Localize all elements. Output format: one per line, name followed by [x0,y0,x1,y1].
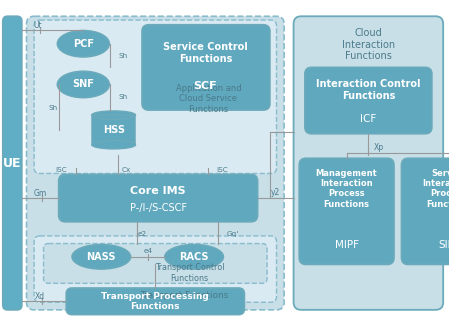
FancyBboxPatch shape [59,174,257,222]
Text: HSS: HSS [103,125,125,135]
FancyBboxPatch shape [66,288,244,315]
Ellipse shape [72,244,131,269]
Text: Interaction Control
Functions: Interaction Control Functions [316,79,420,101]
Text: Transport Functions: Transport Functions [140,291,229,300]
FancyBboxPatch shape [299,158,394,264]
Text: Transport Processing
Functions: Transport Processing Functions [101,292,209,311]
Ellipse shape [57,31,109,57]
Text: e4: e4 [143,248,152,254]
Text: Cloud
Interaction
Functions: Cloud Interaction Functions [342,28,395,61]
Text: y2: y2 [271,188,280,197]
Text: SIPF: SIPF [438,240,460,251]
Text: NASS: NASS [87,252,116,262]
Text: ISC: ISC [217,167,228,173]
Text: Ut: Ut [34,21,42,30]
Text: e2: e2 [137,231,146,237]
Ellipse shape [92,111,136,119]
Text: UE: UE [3,156,21,170]
Text: RACS: RACS [179,252,209,262]
Text: Sh: Sh [48,105,58,111]
Text: PCF: PCF [73,39,94,49]
FancyBboxPatch shape [142,25,270,110]
Text: Transport Control
Functions: Transport Control Functions [155,263,224,283]
Text: Xp: Xp [374,143,384,153]
Text: Sh: Sh [118,53,128,59]
Text: P-/I-/S-CSCF: P-/I-/S-CSCF [130,203,187,213]
Text: Service Control
Functions: Service Control Functions [163,42,248,64]
Text: Xd: Xd [35,292,45,301]
Text: Core IMS: Core IMS [130,186,186,196]
Text: Cx: Cx [121,167,130,173]
Text: SNF: SNF [73,79,94,90]
Ellipse shape [92,140,136,149]
FancyBboxPatch shape [293,16,443,310]
Text: Sh: Sh [118,94,128,100]
FancyBboxPatch shape [44,244,267,283]
Text: Gm: Gm [33,189,46,198]
Text: Management
Interaction
Process
Functions: Management Interaction Process Functions [316,169,377,209]
Ellipse shape [57,71,109,98]
Text: SCF: SCF [194,81,217,91]
Text: ICF: ICF [360,113,376,124]
FancyBboxPatch shape [27,16,284,310]
Text: Gq': Gq' [227,231,239,237]
Text: Application and
Cloud Service
Functions: Application and Cloud Service Functions [175,84,241,113]
FancyBboxPatch shape [401,158,474,264]
FancyBboxPatch shape [34,20,276,174]
Text: Service
Interaction
Process
Functions: Service Interaction Process Functions [422,169,474,209]
FancyBboxPatch shape [3,16,22,310]
Text: MIPF: MIPF [335,240,359,251]
Text: ISC: ISC [55,167,67,173]
FancyBboxPatch shape [305,68,432,134]
FancyBboxPatch shape [34,236,276,302]
Bar [92,115,136,145]
Ellipse shape [165,244,223,269]
